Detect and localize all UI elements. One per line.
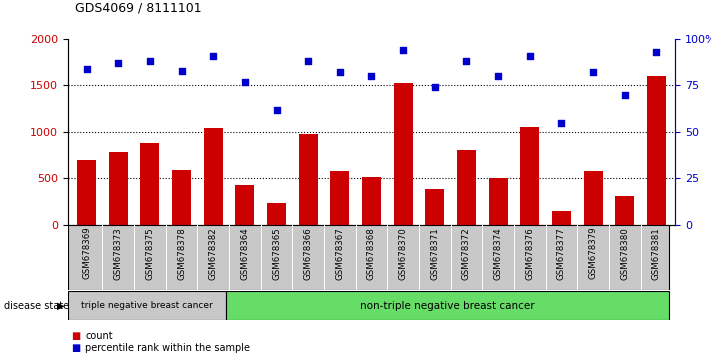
Bar: [362, 177, 381, 225]
Bar: [520, 127, 540, 225]
Bar: [267, 204, 286, 225]
Point: [176, 68, 187, 73]
Point: [556, 120, 567, 125]
Text: GSM678366: GSM678366: [304, 227, 313, 280]
Text: GSM678374: GSM678374: [493, 227, 503, 280]
Point: [334, 69, 346, 75]
Point: [524, 53, 535, 58]
Point: [429, 84, 441, 90]
Bar: [457, 150, 476, 225]
Point: [144, 58, 156, 64]
Point: [461, 58, 472, 64]
Point: [397, 47, 409, 53]
Bar: [203, 128, 223, 225]
Point: [587, 69, 599, 75]
Bar: [615, 196, 634, 225]
Text: ▶: ▶: [56, 301, 64, 311]
Text: GSM678369: GSM678369: [82, 227, 91, 279]
Text: count: count: [85, 331, 113, 341]
Text: triple negative breast cancer: triple negative breast cancer: [81, 301, 213, 310]
Text: GSM678368: GSM678368: [367, 227, 376, 280]
Text: GSM678375: GSM678375: [145, 227, 154, 280]
Bar: [299, 134, 318, 225]
Text: GSM678371: GSM678371: [430, 227, 439, 280]
Text: GSM678382: GSM678382: [209, 227, 218, 280]
Text: GSM678380: GSM678380: [620, 227, 629, 280]
Text: ■: ■: [71, 331, 80, 341]
Text: non-triple negative breast cancer: non-triple negative breast cancer: [360, 301, 535, 311]
Text: GSM678370: GSM678370: [399, 227, 407, 280]
Point: [112, 60, 124, 66]
Text: GSM678378: GSM678378: [177, 227, 186, 280]
Point: [365, 73, 377, 79]
Bar: [109, 152, 128, 225]
Bar: [425, 189, 444, 225]
Bar: [172, 170, 191, 225]
Bar: [584, 171, 603, 225]
Bar: [647, 76, 666, 225]
Text: disease state: disease state: [4, 301, 69, 311]
Text: GSM678365: GSM678365: [272, 227, 281, 280]
Text: GSM678364: GSM678364: [240, 227, 250, 280]
Text: GSM678377: GSM678377: [557, 227, 566, 280]
Text: ■: ■: [71, 343, 80, 353]
Bar: [235, 185, 255, 225]
Point: [651, 49, 662, 55]
Text: percentile rank within the sample: percentile rank within the sample: [85, 343, 250, 353]
Bar: [331, 171, 349, 225]
Bar: [226, 291, 669, 320]
Point: [208, 53, 219, 58]
Text: GSM678373: GSM678373: [114, 227, 123, 280]
Point: [271, 107, 282, 112]
Bar: [68, 291, 226, 320]
Text: GSM678372: GSM678372: [462, 227, 471, 280]
Point: [302, 58, 314, 64]
Text: GDS4069 / 8111101: GDS4069 / 8111101: [75, 1, 201, 14]
Bar: [552, 211, 571, 225]
Bar: [394, 82, 412, 225]
Bar: [488, 178, 508, 225]
Point: [81, 66, 92, 72]
Text: GSM678376: GSM678376: [525, 227, 534, 280]
Bar: [77, 160, 96, 225]
Point: [619, 92, 631, 97]
Point: [239, 79, 250, 85]
Text: GSM678381: GSM678381: [652, 227, 661, 280]
Point: [493, 73, 504, 79]
Bar: [140, 143, 159, 225]
Text: GSM678379: GSM678379: [589, 227, 598, 279]
Text: GSM678367: GSM678367: [336, 227, 344, 280]
